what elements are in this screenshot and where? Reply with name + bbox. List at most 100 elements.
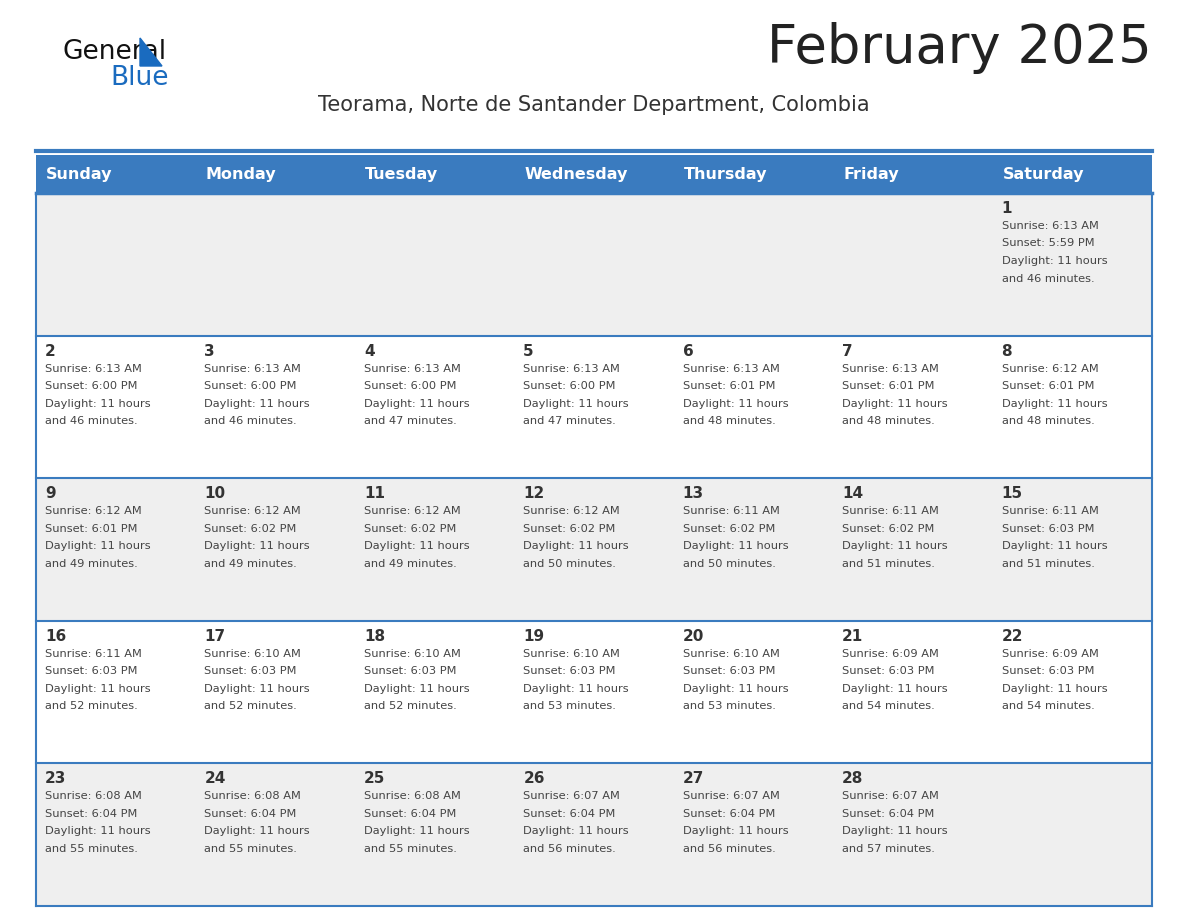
Bar: [196, 155, 355, 193]
Bar: [355, 764, 514, 906]
Bar: [674, 621, 833, 764]
Text: Teorama, Norte de Santander Department, Colombia: Teorama, Norte de Santander Department, …: [318, 95, 870, 115]
Bar: [992, 621, 1152, 764]
Bar: [674, 193, 833, 336]
Text: Sunrise: 6:08 AM: Sunrise: 6:08 AM: [45, 791, 141, 801]
Text: Daylight: 11 hours: Daylight: 11 hours: [45, 542, 151, 551]
Text: and 52 minutes.: and 52 minutes.: [364, 701, 456, 711]
Text: Sunrise: 6:12 AM: Sunrise: 6:12 AM: [1001, 364, 1099, 374]
Text: 3: 3: [204, 343, 215, 359]
Text: 11: 11: [364, 487, 385, 501]
Text: Sunrise: 6:08 AM: Sunrise: 6:08 AM: [204, 791, 302, 801]
Text: Daylight: 11 hours: Daylight: 11 hours: [683, 826, 789, 836]
Text: Sunrise: 6:10 AM: Sunrise: 6:10 AM: [523, 649, 620, 659]
Text: Sunrise: 6:10 AM: Sunrise: 6:10 AM: [204, 649, 302, 659]
Text: Blue: Blue: [110, 65, 169, 91]
Bar: [196, 478, 355, 621]
Text: 15: 15: [1001, 487, 1023, 501]
Bar: [196, 764, 355, 906]
Text: Daylight: 11 hours: Daylight: 11 hours: [364, 542, 469, 551]
Text: and 55 minutes.: and 55 minutes.: [204, 844, 297, 854]
Bar: [514, 478, 674, 621]
Text: Daylight: 11 hours: Daylight: 11 hours: [842, 826, 948, 836]
Bar: [514, 621, 674, 764]
Text: and 48 minutes.: and 48 minutes.: [683, 416, 776, 426]
Text: Sunrise: 6:11 AM: Sunrise: 6:11 AM: [683, 506, 779, 516]
Text: Monday: Monday: [206, 166, 276, 182]
Text: 23: 23: [45, 771, 67, 787]
Text: Daylight: 11 hours: Daylight: 11 hours: [523, 684, 628, 694]
Text: Sunset: 6:03 PM: Sunset: 6:03 PM: [364, 666, 456, 677]
Bar: [355, 193, 514, 336]
Text: Sunrise: 6:11 AM: Sunrise: 6:11 AM: [45, 649, 141, 659]
Text: Daylight: 11 hours: Daylight: 11 hours: [683, 684, 789, 694]
Text: Sunrise: 6:07 AM: Sunrise: 6:07 AM: [842, 791, 939, 801]
Bar: [36, 478, 196, 621]
Bar: [196, 336, 355, 478]
Text: and 55 minutes.: and 55 minutes.: [45, 844, 138, 854]
Text: 9: 9: [45, 487, 56, 501]
Text: Sunset: 5:59 PM: Sunset: 5:59 PM: [1001, 239, 1094, 249]
Bar: [514, 193, 674, 336]
Bar: [833, 193, 992, 336]
Bar: [833, 621, 992, 764]
Text: 21: 21: [842, 629, 864, 644]
Text: Sunset: 6:04 PM: Sunset: 6:04 PM: [683, 809, 775, 819]
Text: Sunset: 6:00 PM: Sunset: 6:00 PM: [523, 381, 615, 391]
Text: and 49 minutes.: and 49 minutes.: [45, 559, 138, 568]
Text: General: General: [62, 39, 166, 65]
Text: Daylight: 11 hours: Daylight: 11 hours: [364, 826, 469, 836]
Text: Sunrise: 6:12 AM: Sunrise: 6:12 AM: [204, 506, 302, 516]
Text: Sunrise: 6:13 AM: Sunrise: 6:13 AM: [1001, 221, 1099, 231]
Text: 4: 4: [364, 343, 374, 359]
Text: Sunset: 6:04 PM: Sunset: 6:04 PM: [364, 809, 456, 819]
Text: Sunrise: 6:07 AM: Sunrise: 6:07 AM: [523, 791, 620, 801]
Text: and 50 minutes.: and 50 minutes.: [683, 559, 776, 568]
Text: Daylight: 11 hours: Daylight: 11 hours: [1001, 542, 1107, 551]
Text: and 57 minutes.: and 57 minutes.: [842, 844, 935, 854]
Text: Sunrise: 6:12 AM: Sunrise: 6:12 AM: [45, 506, 141, 516]
Text: 7: 7: [842, 343, 853, 359]
Text: Sunset: 6:03 PM: Sunset: 6:03 PM: [204, 666, 297, 677]
Bar: [833, 764, 992, 906]
Bar: [992, 336, 1152, 478]
Text: 28: 28: [842, 771, 864, 787]
Text: Sunset: 6:02 PM: Sunset: 6:02 PM: [523, 523, 615, 533]
Bar: [833, 155, 992, 193]
Bar: [355, 155, 514, 193]
Text: Daylight: 11 hours: Daylight: 11 hours: [523, 542, 628, 551]
Text: and 53 minutes.: and 53 minutes.: [523, 701, 617, 711]
Text: 26: 26: [523, 771, 545, 787]
Bar: [674, 155, 833, 193]
Text: Daylight: 11 hours: Daylight: 11 hours: [523, 826, 628, 836]
Text: Sunset: 6:02 PM: Sunset: 6:02 PM: [683, 523, 775, 533]
Bar: [674, 764, 833, 906]
Text: and 52 minutes.: and 52 minutes.: [204, 701, 297, 711]
Text: Sunset: 6:02 PM: Sunset: 6:02 PM: [364, 523, 456, 533]
Bar: [355, 621, 514, 764]
Text: 16: 16: [45, 629, 67, 644]
Text: and 46 minutes.: and 46 minutes.: [1001, 274, 1094, 284]
Text: Sunrise: 6:13 AM: Sunrise: 6:13 AM: [204, 364, 302, 374]
Text: Daylight: 11 hours: Daylight: 11 hours: [842, 542, 948, 551]
Text: Sunrise: 6:13 AM: Sunrise: 6:13 AM: [523, 364, 620, 374]
Text: and 49 minutes.: and 49 minutes.: [204, 559, 297, 568]
Text: 20: 20: [683, 629, 704, 644]
Text: Tuesday: Tuesday: [365, 166, 438, 182]
Text: and 51 minutes.: and 51 minutes.: [1001, 559, 1094, 568]
Text: Sunrise: 6:13 AM: Sunrise: 6:13 AM: [45, 364, 141, 374]
Bar: [36, 764, 196, 906]
Text: Sunset: 6:04 PM: Sunset: 6:04 PM: [204, 809, 297, 819]
Text: Sunrise: 6:11 AM: Sunrise: 6:11 AM: [842, 506, 939, 516]
Text: 2: 2: [45, 343, 56, 359]
Text: Daylight: 11 hours: Daylight: 11 hours: [45, 826, 151, 836]
Text: Sunset: 6:02 PM: Sunset: 6:02 PM: [842, 523, 935, 533]
Text: Daylight: 11 hours: Daylight: 11 hours: [1001, 256, 1107, 266]
Bar: [992, 193, 1152, 336]
Text: Sunrise: 6:11 AM: Sunrise: 6:11 AM: [1001, 506, 1099, 516]
Text: and 51 minutes.: and 51 minutes.: [842, 559, 935, 568]
Text: Sunset: 6:03 PM: Sunset: 6:03 PM: [842, 666, 935, 677]
Bar: [833, 478, 992, 621]
Text: Sunrise: 6:13 AM: Sunrise: 6:13 AM: [364, 364, 461, 374]
Text: Sunrise: 6:07 AM: Sunrise: 6:07 AM: [683, 791, 779, 801]
